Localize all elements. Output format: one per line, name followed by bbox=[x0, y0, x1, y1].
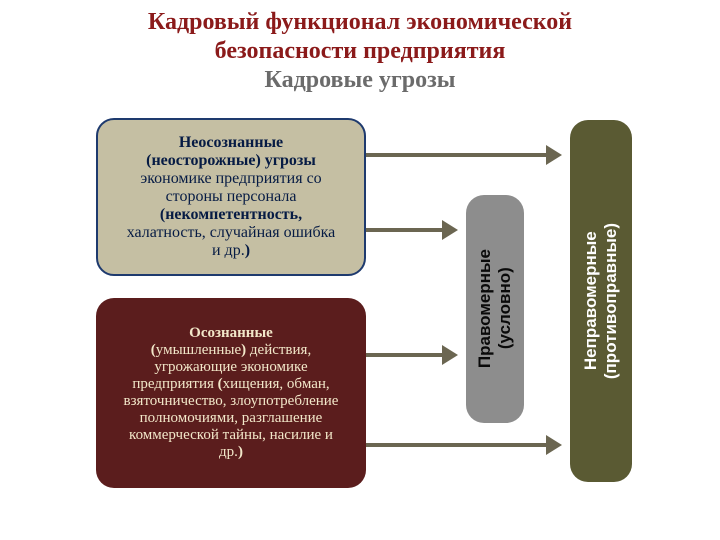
title-line2: безопасности предприятия bbox=[215, 38, 506, 64]
arrow-3-head bbox=[546, 435, 562, 455]
box-lawful: Правомерные(условно) bbox=[466, 195, 524, 423]
arrow-2-head bbox=[442, 345, 458, 365]
box-unlawful: Неправомерные(противоправные) bbox=[570, 120, 632, 482]
arrow-1-shaft bbox=[366, 228, 442, 232]
arrow-3-shaft bbox=[366, 443, 546, 447]
box-intentional-text: Осознанные(умышленные) действия,угрожающ… bbox=[110, 325, 352, 461]
arrow-1-head bbox=[442, 220, 458, 240]
box-lawful-label: Правомерные(условно) bbox=[475, 249, 515, 368]
box-intentional: Осознанные(умышленные) действия,угрожающ… bbox=[96, 298, 366, 488]
arrow-2-shaft bbox=[366, 353, 442, 357]
box-unintentional: Неосознанные(неосторожные) угрозыэкономи… bbox=[96, 118, 366, 276]
page-title: Кадровый функционал экономической безопас… bbox=[0, 8, 720, 94]
arrow-0-shaft bbox=[366, 153, 546, 157]
title-line3: Кадровые угрозы bbox=[265, 67, 456, 93]
arrow-0-head bbox=[546, 145, 562, 165]
title-line1: Кадровый функционал экономической bbox=[148, 9, 572, 35]
box-unintentional-text: Неосознанные(неосторожные) угрозыэкономи… bbox=[112, 134, 350, 260]
box-unlawful-label: Неправомерные(противоправные) bbox=[581, 223, 621, 379]
